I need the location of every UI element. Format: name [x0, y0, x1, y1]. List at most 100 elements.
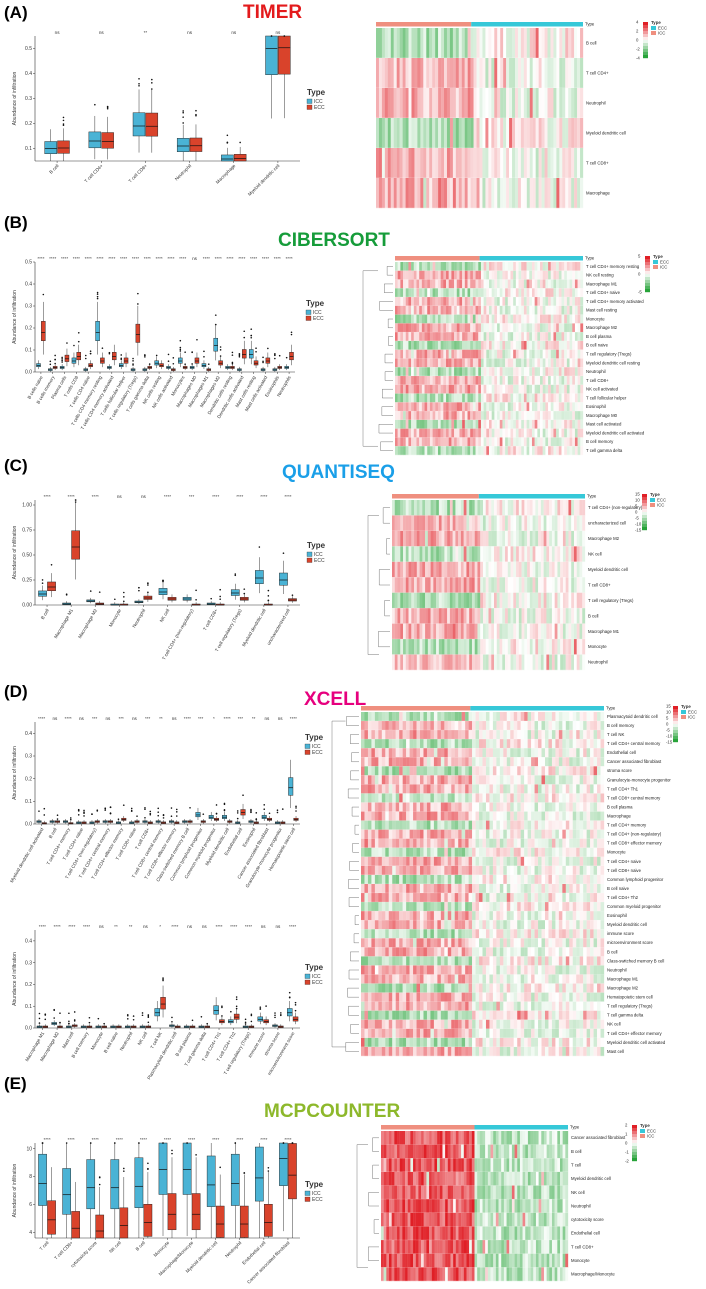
heatmap-cell — [497, 28, 501, 59]
heatmap-cell — [494, 148, 498, 179]
heatmap-cell — [454, 757, 459, 767]
heatmap-cell — [574, 118, 578, 149]
significance-label: **** — [39, 924, 46, 929]
heatmap-cell — [449, 608, 453, 624]
heatmap-cell — [405, 297, 409, 307]
heatmap-cell — [480, 376, 484, 385]
heatmap-cell — [505, 376, 508, 385]
box-icc — [287, 1008, 293, 1017]
heatmap-cell — [492, 766, 497, 776]
outlier-point — [282, 552, 285, 554]
box-icc — [132, 112, 146, 137]
outlier-point — [219, 346, 222, 348]
heatmap-cell — [451, 349, 455, 359]
heatmap-cell — [408, 411, 412, 421]
outlier-point — [281, 808, 284, 810]
heatmap-cell — [497, 279, 500, 289]
heatmap-cell — [482, 608, 486, 624]
heatmap-cell — [456, 419, 460, 429]
heatmap-cell — [405, 654, 409, 671]
heatmap-cell — [474, 639, 478, 655]
heatmap-cell — [499, 411, 503, 421]
heatmap-cell — [467, 358, 471, 368]
heatmap-cell — [462, 446, 465, 456]
heatmap-cell — [507, 288, 511, 298]
heatmap-cell — [543, 639, 547, 655]
heatmap-cell — [518, 297, 522, 307]
heatmap-cell — [556, 384, 559, 394]
heatmap-cell — [408, 297, 412, 307]
outlier-point — [61, 358, 63, 360]
heatmap-cell — [568, 28, 572, 59]
heatmap-cell — [524, 515, 528, 532]
heatmap-cell — [461, 766, 466, 776]
heatmap-cell — [551, 793, 556, 803]
heatmap-cell — [463, 654, 467, 671]
heatmap-cell — [550, 118, 554, 149]
heatmap-cell — [565, 58, 569, 89]
heatmap-cell — [551, 639, 555, 655]
heatmap-cell — [440, 712, 445, 722]
heatmap-cell — [549, 654, 553, 671]
heatmap-cell — [517, 118, 522, 149]
outlier-point — [195, 114, 197, 117]
heatmap-cell — [540, 639, 544, 655]
heatmap-cell — [561, 323, 565, 333]
heatmap-cell — [475, 262, 479, 271]
heatmap-cell — [579, 748, 584, 758]
box-ecc — [123, 357, 129, 364]
heatmap-cell — [494, 376, 498, 385]
heatmap-cell — [443, 340, 447, 350]
heatmap-cell — [513, 530, 517, 547]
heatmap-cell — [497, 297, 500, 307]
heatmap-cell — [432, 384, 436, 394]
significance-label: **** — [262, 256, 269, 261]
panel-label-b: (B) — [4, 213, 28, 232]
heatmap-cell — [496, 577, 500, 593]
heatmap-cell — [397, 297, 401, 307]
significance-label: **** — [215, 924, 222, 929]
heatmap-row — [392, 654, 586, 671]
heatmap-cell — [451, 393, 455, 403]
heatmap-cell — [424, 376, 428, 385]
heatmap-cell — [454, 411, 457, 421]
heatmap-cell — [483, 437, 487, 447]
box-icc — [221, 154, 234, 162]
heatmap-cell — [548, 437, 551, 447]
heatmap-cell — [502, 561, 506, 578]
outlier-point — [147, 584, 149, 586]
outlier-point — [267, 589, 270, 592]
heatmap-cell — [574, 340, 578, 350]
heatmap-cell — [597, 748, 601, 758]
heatmap-cell — [544, 118, 548, 149]
heatmap-cell — [523, 88, 527, 119]
heatmap-cell — [482, 766, 487, 776]
heatmap-cell — [510, 419, 514, 429]
heatmap-cell — [513, 323, 517, 333]
heatmap-cell — [422, 500, 426, 516]
heatmap-cell — [559, 178, 563, 209]
significance-label: **** — [286, 256, 293, 261]
heatmap-cell — [505, 446, 508, 456]
heatmap-cell — [408, 402, 412, 412]
heatmap-cell — [371, 793, 376, 803]
heatmap-cell — [403, 314, 406, 324]
heatmap-cell — [483, 376, 487, 385]
heatmap-cell — [518, 384, 522, 394]
heatmap-cell — [393, 148, 397, 179]
heatmap-cell — [419, 384, 423, 394]
heatmap-cell — [403, 297, 406, 307]
heatmap-cell — [429, 305, 433, 315]
heatmap-cell — [427, 305, 431, 315]
box-icc — [95, 321, 100, 341]
heatmap-cell — [597, 766, 601, 776]
heatmap-cell — [468, 784, 473, 794]
heatmap-cell — [538, 118, 542, 149]
heatmap-cell — [554, 654, 558, 671]
heatmap-cell — [512, 118, 516, 149]
heatmap-cell — [513, 332, 517, 342]
heatmap-cell — [491, 28, 495, 59]
heatmap-cell — [574, 88, 578, 119]
heatmap-cell — [543, 577, 547, 593]
heatmap-cell — [600, 784, 605, 794]
